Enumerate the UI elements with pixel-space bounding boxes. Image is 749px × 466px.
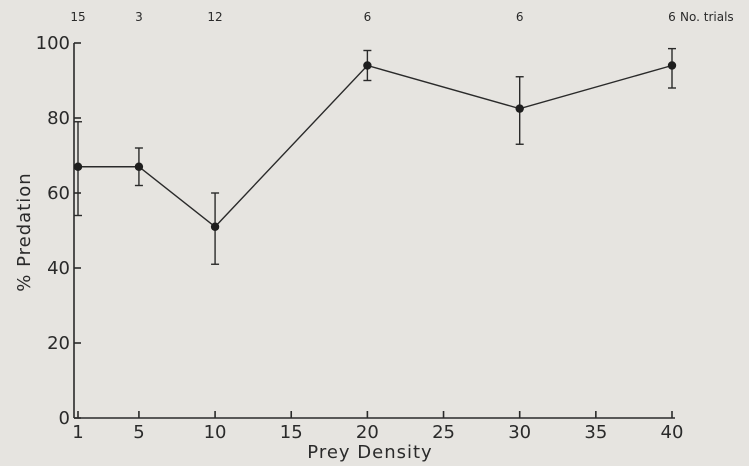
x-tick-label: 30 <box>508 422 531 443</box>
x-tick-label: 5 <box>133 422 144 443</box>
trial-count: 6 <box>668 10 676 24</box>
trial-count: 6 <box>364 10 372 24</box>
series-line <box>78 64 673 228</box>
x-tick-label: 25 <box>432 422 455 443</box>
y-tick-label: 40 <box>47 258 70 279</box>
x-axis-title: Prey Density <box>307 442 432 463</box>
x-tick-label: 35 <box>584 422 607 443</box>
y-tick-label: 80 <box>47 108 70 129</box>
trial-count: 3 <box>135 10 143 24</box>
data-point <box>363 61 372 70</box>
trial-count: 12 <box>207 10 222 24</box>
data-point <box>73 162 83 171</box>
axes <box>73 42 675 419</box>
trial-count: 6 <box>516 10 524 24</box>
x-tick-label: 15 <box>280 422 303 443</box>
data-point <box>134 162 144 171</box>
y-tick-label: 0 <box>59 408 70 429</box>
x-tick-label: 20 <box>356 422 379 443</box>
data-point <box>667 61 677 70</box>
data-point <box>210 222 220 231</box>
trials-label: No. trials <box>680 10 734 24</box>
x-tick-label: 10 <box>204 422 227 443</box>
y-tick-label: 20 <box>47 333 70 354</box>
x-tick-label: 40 <box>661 422 684 443</box>
data-point <box>515 104 524 113</box>
data-marks <box>73 47 677 265</box>
trial-count: 15 <box>70 10 85 24</box>
y-axis-title: % Predation <box>14 172 35 291</box>
x-tick-label: 1 <box>72 422 83 443</box>
y-tick-label: 60 <box>47 183 70 204</box>
y-tick-label: 100 <box>36 33 70 54</box>
